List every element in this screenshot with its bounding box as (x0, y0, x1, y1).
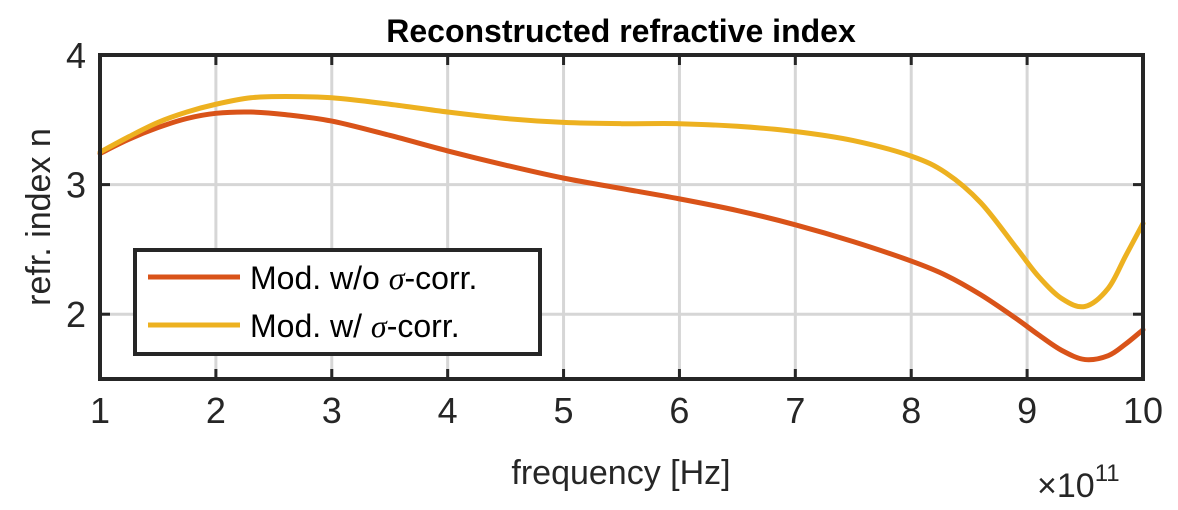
legend-label-series-1-suffix: -corr. (405, 260, 478, 296)
x-tick-label-1: 1 (90, 390, 110, 431)
x-exponent-label: ×1011 (1037, 460, 1120, 505)
axis-ticks: 1 2 3 4 5 6 7 8 9 10 2 3 4 (66, 35, 1163, 431)
x-tick-label-10: 10 (1123, 390, 1163, 431)
legend-label-series-1: Mod. w/o σ-corr. (250, 260, 477, 296)
x-tick-label-3: 3 (322, 390, 342, 431)
legend-label-series-2: Mod. w/ σ-corr. (250, 308, 460, 344)
x-tick-label-6: 6 (669, 390, 689, 431)
y-tick-label-3: 3 (66, 165, 86, 206)
x-tick-label-7: 7 (785, 390, 805, 431)
x-tick-label-9: 9 (1017, 390, 1037, 431)
legend-label-series-2-suffix: -corr. (387, 308, 460, 344)
chart-title: Reconstructed refractive index (386, 13, 856, 49)
x-tick-label-5: 5 (554, 390, 574, 431)
x-exponent-base: ×10 (1037, 467, 1095, 505)
x-tick-label-4: 4 (438, 390, 458, 431)
y-tick-label-4: 4 (66, 35, 86, 76)
y-axis-label: refr. index n (20, 128, 58, 306)
grid-lines (100, 55, 1143, 379)
x-exponent-power: 11 (1095, 460, 1120, 487)
legend-label-series-2-prefix: Mod. w/ (250, 308, 371, 344)
legend-label-series-1-sigma: σ (389, 260, 406, 296)
series-line-2 (97, 93, 1146, 310)
legend: Mod. w/o σ-corr. Mod. w/ σ-corr. (133, 248, 542, 356)
series-line-1 (97, 109, 1146, 363)
legend-label-series-1-prefix: Mod. w/o (250, 260, 389, 296)
x-tick-label-8: 8 (901, 390, 921, 431)
x-axis-label: frequency [Hz] (511, 454, 730, 492)
series-lines (97, 93, 1146, 363)
x-tick-label-2: 2 (206, 390, 226, 431)
y-tick-label-2: 2 (66, 294, 86, 335)
axes-box (98, 53, 1145, 381)
legend-box (133, 248, 542, 356)
legend-label-series-2-sigma: σ (371, 308, 388, 344)
